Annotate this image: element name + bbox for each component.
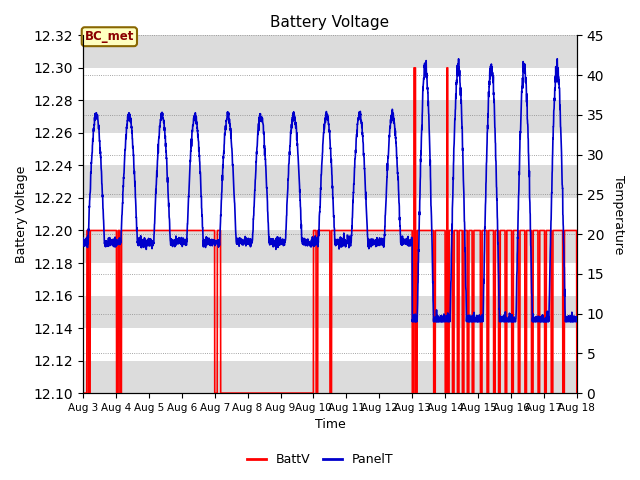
Title: Battery Voltage: Battery Voltage bbox=[270, 15, 390, 30]
Bar bbox=[83, 360, 577, 393]
Y-axis label: Battery Voltage: Battery Voltage bbox=[15, 166, 28, 263]
Bar bbox=[83, 166, 577, 198]
Y-axis label: Temperature: Temperature bbox=[612, 175, 625, 254]
Bar bbox=[83, 36, 577, 68]
Bar bbox=[83, 100, 577, 133]
Legend: BattV, PanelT: BattV, PanelT bbox=[242, 448, 398, 471]
Bar bbox=[83, 230, 577, 263]
Text: BC_met: BC_met bbox=[84, 30, 134, 43]
X-axis label: Time: Time bbox=[314, 419, 346, 432]
Bar bbox=[83, 296, 577, 328]
